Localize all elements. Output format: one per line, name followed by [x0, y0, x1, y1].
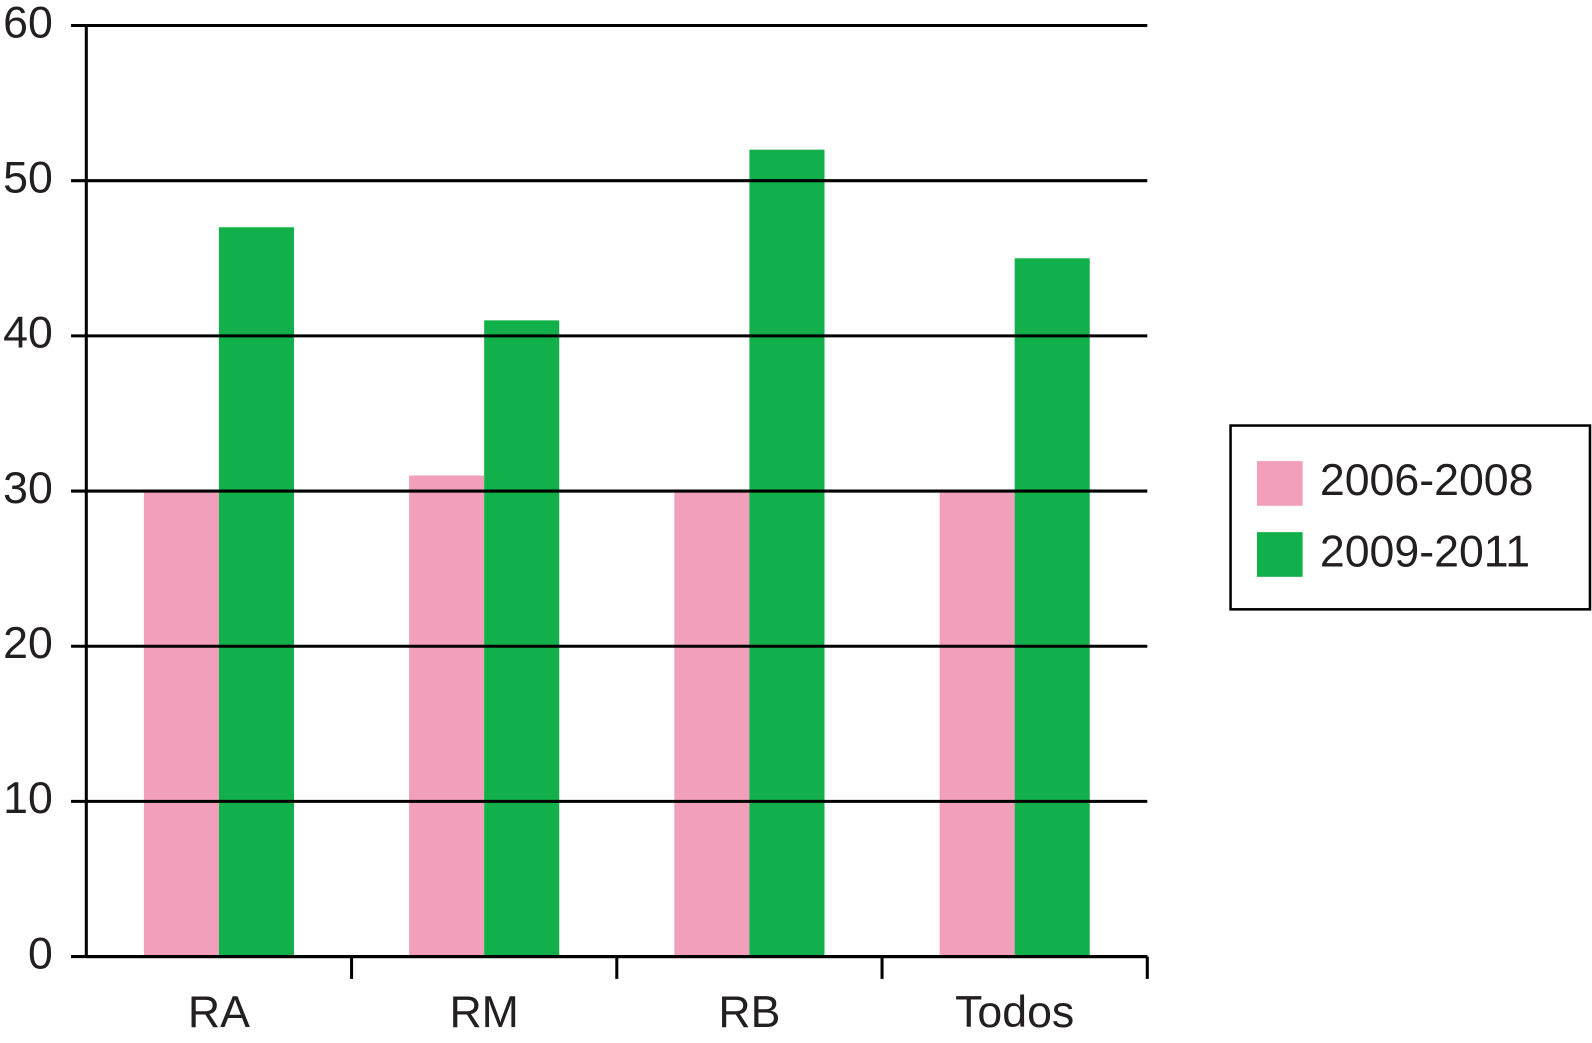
legend-label: 2009-2011 [1320, 527, 1530, 576]
bar [218, 227, 294, 957]
bar [939, 491, 1015, 957]
bar [749, 149, 825, 957]
x-tick-label: RM [449, 988, 518, 1037]
legend-swatch [1256, 532, 1303, 577]
y-tick-label: 0 [28, 929, 53, 978]
x-tick-label: RB [718, 988, 780, 1037]
bar [1014, 258, 1090, 957]
bar [674, 491, 750, 957]
bar [484, 320, 560, 957]
bar [409, 475, 485, 957]
y-tick-label: 60 [3, 0, 53, 47]
legend-box [1229, 424, 1592, 611]
y-tick-label: 30 [3, 464, 53, 513]
x-tick-label: Todos [955, 988, 1074, 1037]
x-tick-label: RA [188, 988, 250, 1037]
legend-swatch [1256, 461, 1303, 506]
y-tick-label: 10 [3, 774, 53, 823]
bar [143, 491, 219, 957]
y-tick-label: 50 [3, 153, 53, 202]
legend-label: 2006-2008 [1320, 456, 1534, 505]
y-tick-label: 40 [3, 309, 53, 358]
y-tick-label: 20 [3, 619, 53, 668]
